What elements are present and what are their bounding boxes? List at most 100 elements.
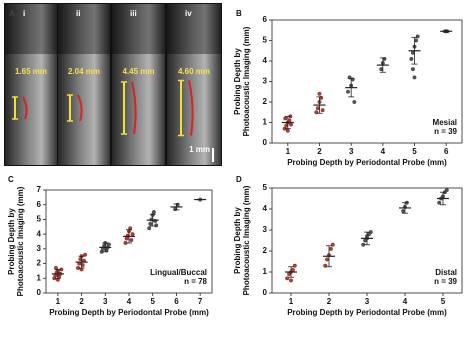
- error-bar: [361, 231, 373, 246]
- point: [285, 128, 290, 133]
- gum-line: [131, 81, 137, 135]
- subpanel-label: i: [23, 9, 25, 18]
- point: [283, 116, 288, 121]
- error-bar: [146, 213, 159, 227]
- y-axis-label: Photoacoustic Imaging (mm): [242, 26, 251, 136]
- gum-line: [77, 94, 83, 122]
- y-tick-label: 1: [263, 267, 268, 276]
- point: [154, 223, 159, 228]
- x-tick-label: 1: [289, 297, 294, 306]
- y-axis-label: Photoacoustic Imaging (mm): [242, 185, 251, 295]
- annotation: Distal: [435, 268, 457, 277]
- y-tick-label: 5: [263, 183, 268, 192]
- y-tick-label: 3: [263, 77, 268, 86]
- x-tick-label: 2: [317, 147, 322, 156]
- point: [289, 278, 293, 283]
- x-tick-label: 7: [198, 297, 203, 306]
- chart-panel: D 1 2 3 4 5 0 1 2 3 4 5 Probing Depth by Periodontal…: [233, 175, 463, 317]
- x-tick-label: 3: [349, 147, 354, 156]
- error-bar: [99, 242, 112, 253]
- gum-line: [188, 80, 194, 136]
- depth-label: 1.65 mm: [15, 67, 47, 76]
- image: [112, 4, 165, 165]
- point: [409, 57, 414, 61]
- panel-label: B: [236, 9, 242, 18]
- x-tick-label: 3: [103, 297, 108, 306]
- point: [317, 91, 322, 96]
- y-tick-label: 5: [37, 215, 42, 224]
- chart-panel: C 1 2 3 4 5 6 7 0 1 2 3 4 5 6 7 Probing Depth by Periodo…: [7, 175, 213, 317]
- panel-label: D: [236, 175, 242, 184]
- subpanel-label: iv: [185, 9, 192, 18]
- error-bar: [170, 203, 183, 211]
- point: [320, 108, 325, 113]
- point: [325, 257, 330, 262]
- point: [346, 89, 350, 94]
- panel-label: C: [8, 175, 14, 184]
- depth-label: 4.60 mm: [178, 67, 210, 76]
- y-axis-label: Photoacoustic Imaging (mm): [16, 186, 25, 296]
- y-tick-label: 1: [263, 118, 268, 127]
- gum-line: [22, 96, 28, 120]
- error-bar: [345, 78, 358, 98]
- image-top: [112, 4, 165, 54]
- point: [83, 252, 88, 257]
- x-tick-label: 2: [79, 297, 84, 306]
- annotation: n = 39: [434, 127, 457, 136]
- x-tick-label: 5: [412, 147, 417, 156]
- x-tick-label: 6: [444, 147, 449, 156]
- image: [167, 4, 221, 165]
- y-tick-label: 0: [263, 288, 268, 297]
- subpanel-label: ii: [76, 9, 80, 18]
- subpanel-label: iii: [130, 9, 137, 18]
- annotation: n = 78: [184, 277, 207, 286]
- y-tick-label: 6: [263, 15, 268, 24]
- y-tick-label: 4: [263, 204, 268, 213]
- point: [352, 100, 357, 104]
- chart-panel: B 1 2 3 4 5 6 0 1 2 3 4 5 6 Probing Depth by Periodont…: [233, 9, 463, 167]
- x-tick-label: 4: [127, 297, 132, 306]
- y-tick-label: 2: [37, 259, 42, 268]
- y-tick-label: 3: [263, 225, 268, 234]
- image-top: [167, 4, 221, 54]
- annotation: Lingual/Buccal: [150, 268, 207, 277]
- y-axis-label: Probing Depth by: [233, 207, 242, 274]
- y-tick-label: 4: [263, 56, 268, 65]
- point: [444, 188, 449, 193]
- point: [129, 238, 134, 242]
- point: [130, 232, 135, 237]
- point: [437, 200, 442, 205]
- point: [151, 210, 156, 215]
- y-tick-label: 2: [263, 97, 268, 106]
- image: [5, 4, 57, 165]
- image-top: [58, 4, 110, 54]
- point: [401, 209, 406, 214]
- y-axis-label: Probing Depth by: [7, 208, 16, 275]
- depth-label: 2.04 mm: [68, 67, 100, 76]
- image: [58, 4, 110, 165]
- x-axis-label: Probing Depth by Periodontal Probe (mm): [287, 308, 447, 317]
- x-tick-label: 5: [441, 297, 446, 306]
- y-tick-label: 0: [263, 138, 268, 147]
- error-bar: [408, 37, 421, 65]
- x-tick-label: 2: [327, 297, 332, 306]
- error-bar: [440, 29, 453, 33]
- error-bar: [399, 202, 411, 214]
- error-bar: [75, 255, 88, 269]
- x-tick-label: 1: [286, 147, 291, 156]
- y-tick-label: 2: [263, 246, 268, 255]
- error-bar: [437, 191, 449, 206]
- x-tick-label: 6: [174, 297, 179, 306]
- x-tick-label: 4: [381, 147, 386, 156]
- annotation: Mesial: [433, 118, 457, 127]
- x-tick-label: 4: [403, 297, 408, 306]
- image-top: [5, 4, 57, 54]
- error-bar: [376, 57, 389, 73]
- y-tick-label: 0: [37, 288, 42, 297]
- point: [412, 75, 417, 80]
- point: [148, 221, 153, 226]
- scale-bar-label: 1 mm: [189, 145, 210, 154]
- y-tick-label: 3: [37, 244, 42, 253]
